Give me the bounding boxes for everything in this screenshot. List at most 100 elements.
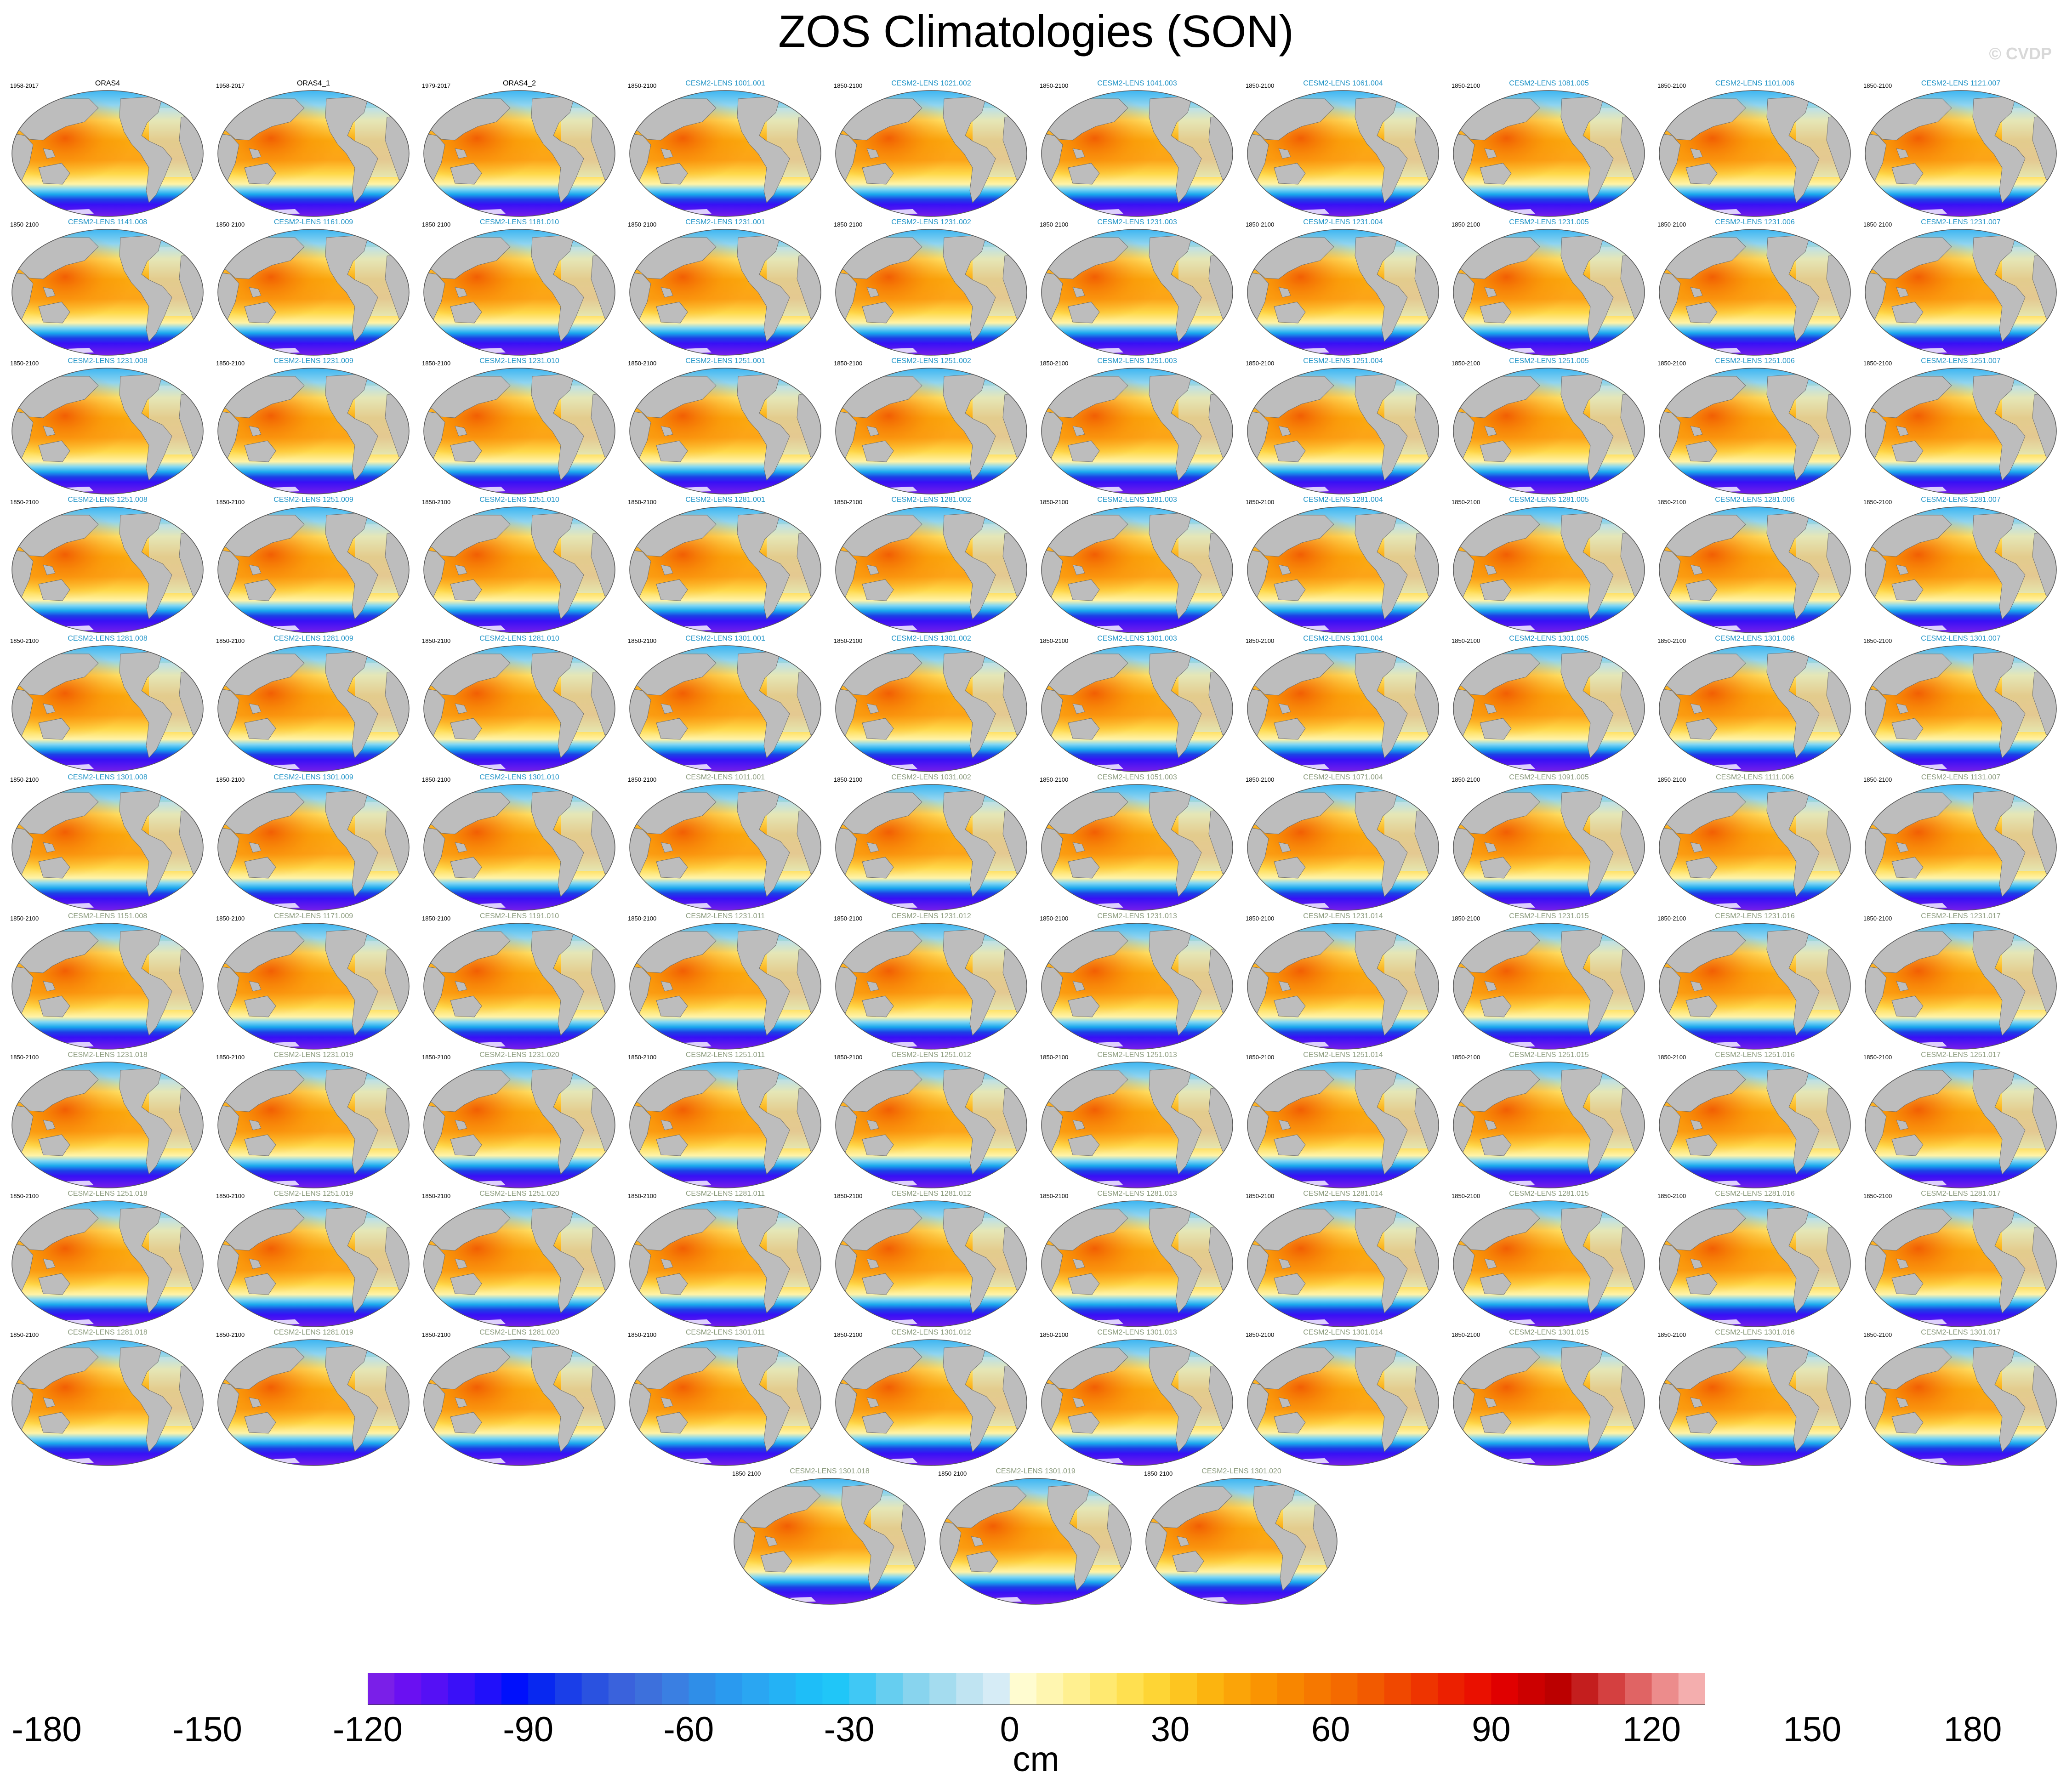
zos-map — [1453, 1339, 1645, 1466]
colorbar-swatch — [1304, 1673, 1331, 1705]
panel-years: 1850-2100 — [1040, 499, 1069, 506]
colorbar-swatch — [1464, 1673, 1491, 1705]
zos-map — [939, 1478, 1132, 1605]
zos-map — [11, 506, 204, 633]
panel-years: 1850-2100 — [216, 221, 245, 228]
panel-title: CESM2-LENS 1281.009 — [273, 635, 353, 642]
panel-years: 1850-2100 — [628, 360, 657, 367]
map-panel: CESM2-LENS 1301.010 1850-2100 — [417, 770, 621, 917]
map-panel: CESM2-LENS 1251.016 1850-2100 — [1653, 1047, 1857, 1194]
panel-years: 1850-2100 — [834, 915, 863, 922]
zos-map — [1247, 784, 1439, 911]
colorbar-swatch — [715, 1673, 743, 1705]
colorbar-swatch — [1170, 1673, 1197, 1705]
colorbar-swatch — [528, 1673, 555, 1705]
panel-title: CESM2-LENS 1281.002 — [891, 496, 971, 504]
panel-title: CESM2-LENS 1281.006 — [1715, 496, 1795, 504]
panel-years: 1850-2100 — [628, 1054, 657, 1061]
panel-title: CESM2-LENS 1251.013 — [1097, 1051, 1177, 1059]
panel-years: 1850-2100 — [1246, 1193, 1275, 1199]
zos-map — [1453, 784, 1645, 911]
zos-map — [217, 1339, 410, 1466]
zos-map — [423, 506, 615, 633]
panel-years: 1850-2100 — [1657, 82, 1686, 89]
panel-title: CESM2-LENS 1071.004 — [1303, 773, 1383, 781]
colorbar-tick-label: 0 — [1000, 1710, 1019, 1749]
panel-title: CESM2-LENS 1281.014 — [1303, 1190, 1383, 1198]
panel-title: CESM2-LENS 1281.020 — [479, 1329, 559, 1336]
zos-map — [1659, 923, 1851, 1050]
panel-title: CESM2-LENS 1231.007 — [1921, 218, 2001, 226]
colorbar-swatch — [1009, 1673, 1037, 1705]
zos-map — [1041, 229, 1233, 356]
panel-title: CESM2-LENS 1281.016 — [1715, 1190, 1795, 1198]
panel-title: CESM2-LENS 1281.019 — [273, 1329, 353, 1336]
colorbar-tick-label: -30 — [824, 1710, 875, 1749]
panel-title: CESM2-LENS 1281.004 — [1303, 496, 1383, 504]
map-panel: CESM2-LENS 1231.016 1850-2100 — [1653, 909, 1857, 1056]
map-panel: CESM2-LENS 1281.002 1850-2100 — [829, 492, 1033, 639]
map-panel: CESM2-LENS 1071.004 1850-2100 — [1241, 770, 1445, 917]
panel-title: CESM2-LENS 1021.002 — [891, 80, 971, 87]
zos-map — [629, 368, 821, 494]
map-panel: CESM2-LENS 1301.006 1850-2100 — [1653, 631, 1857, 778]
map-panel: CESM2-LENS 1301.015 1850-2100 — [1447, 1325, 1651, 1472]
panel-title: CESM2-LENS 1251.009 — [273, 496, 353, 504]
zos-map — [217, 90, 410, 217]
panel-years: 1850-2100 — [938, 1470, 967, 1477]
panel-title: ORAS4_1 — [296, 80, 330, 87]
map-panel: CESM2-LENS 1281.006 1850-2100 — [1653, 492, 1857, 639]
panel-years: 1850-2100 — [216, 637, 245, 644]
zos-map — [835, 1200, 1027, 1327]
zos-map — [1865, 1339, 2057, 1466]
zos-map — [1041, 90, 1233, 217]
zos-map — [1453, 368, 1645, 494]
colorbar-swatch — [903, 1673, 930, 1705]
panel-years: 1850-2100 — [1452, 1054, 1480, 1061]
panel-title: CESM2-LENS 1231.002 — [891, 218, 971, 226]
panel-years: 1850-2100 — [1246, 637, 1275, 644]
panel-years: 1850-2100 — [1452, 915, 1480, 922]
panel-title: CESM2-LENS 1051.003 — [1097, 773, 1177, 781]
zos-map — [1247, 1062, 1439, 1188]
colorbar-swatch — [1518, 1673, 1545, 1705]
panel-years: 1850-2100 — [10, 499, 39, 506]
colorbar-swatch — [1571, 1673, 1599, 1705]
panel-title: CESM2-LENS 1251.018 — [68, 1190, 148, 1198]
map-panel: CESM2-LENS 1251.018 1850-2100 — [6, 1186, 210, 1333]
colorbar-swatch — [849, 1673, 877, 1705]
panel-title: CESM2-LENS 1251.020 — [479, 1190, 559, 1198]
zos-map — [835, 506, 1027, 633]
panel-years: 1850-2100 — [1863, 221, 1892, 228]
map-panel: CESM2-LENS 1281.007 1850-2100 — [1859, 492, 2063, 639]
panel-title: CESM2-LENS 1141.008 — [68, 218, 148, 226]
panel-title: CESM2-LENS 1301.018 — [790, 1467, 870, 1475]
map-panel: CESM2-LENS 1281.011 1850-2100 — [623, 1186, 827, 1333]
zos-map — [1659, 1339, 1851, 1466]
panel-years: 1850-2100 — [216, 360, 245, 367]
panel-title: CESM2-LENS 1281.007 — [1921, 496, 2001, 504]
map-panel: CESM2-LENS 1111.006 1850-2100 — [1653, 770, 1857, 917]
panel-title: CESM2-LENS 1251.014 — [1303, 1051, 1383, 1059]
colorbar-swatch — [1250, 1673, 1278, 1705]
colorbar-swatch — [1357, 1673, 1385, 1705]
zos-map — [1041, 1062, 1233, 1188]
figure-title: ZOS Climatologies (SON) — [778, 6, 1294, 57]
panel-years: 1850-2100 — [216, 1054, 245, 1061]
colorbar-swatch — [1491, 1673, 1519, 1705]
panel-years: 1850-2100 — [1246, 915, 1275, 922]
map-panel: CESM2-LENS 1251.003 1850-2100 — [1035, 353, 1239, 500]
panel-title: CESM2-LENS 1251.012 — [891, 1051, 971, 1059]
zos-map — [217, 368, 410, 494]
zos-map — [1659, 90, 1851, 217]
map-panel: CESM2-LENS 1231.010 1850-2100 — [417, 353, 621, 500]
zos-map — [629, 506, 821, 633]
zos-map — [1453, 90, 1645, 217]
map-panel: CESM2-LENS 1231.013 1850-2100 — [1035, 909, 1239, 1056]
colorbar-tick-label: 30 — [1150, 1710, 1190, 1749]
map-panel: CESM2-LENS 1231.015 1850-2100 — [1447, 909, 1651, 1056]
panel-title: CESM2-LENS 1091.005 — [1509, 773, 1589, 781]
panel-years: 1850-2100 — [628, 221, 657, 228]
panel-years: 1850-2100 — [834, 1331, 863, 1338]
colorbar-swatch — [1384, 1673, 1412, 1705]
